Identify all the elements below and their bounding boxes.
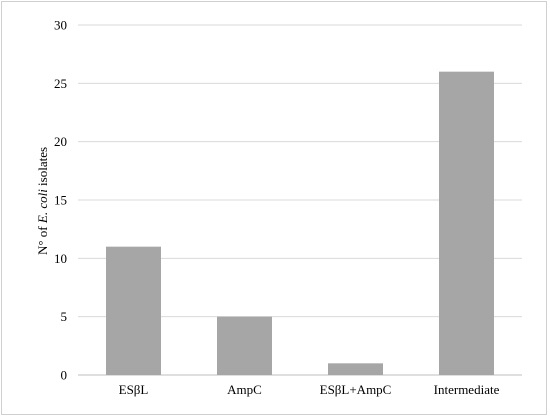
y-tick-label: 10	[54, 251, 67, 266]
bars	[106, 71, 494, 376]
x-tick-label: Intermediate	[434, 382, 500, 397]
x-tick-label: ESβL	[119, 382, 149, 397]
bar	[106, 246, 161, 375]
y-tick-label: 25	[54, 76, 67, 91]
y-axis-title: N° of E. coli isolates	[35, 147, 50, 255]
x-tick-labels: ESβL AmpC ESβL+AmpC Intermediate	[119, 382, 500, 397]
bar	[328, 363, 383, 375]
bar	[217, 316, 272, 375]
y-tick-label: 20	[54, 134, 67, 149]
bar	[439, 71, 494, 376]
y-tick-label: 30	[54, 18, 67, 33]
y-tick-label: 5	[61, 309, 68, 324]
y-tick-labels: 0 5 10 15 20 25 30	[54, 18, 67, 383]
x-tick-label: AmpC	[227, 382, 262, 397]
y-tick-label: 15	[54, 193, 67, 208]
y-tick-label: 0	[61, 368, 68, 383]
x-tick-label: ESβL+AmpC	[320, 382, 392, 397]
